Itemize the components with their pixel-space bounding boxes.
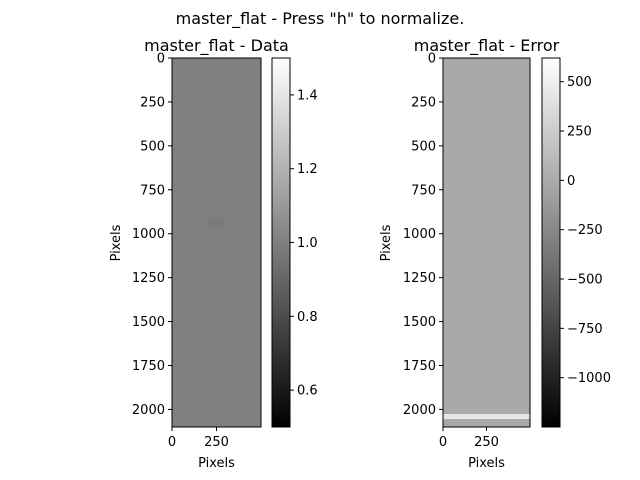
panel-data-title: master_flat - Data [144, 36, 289, 56]
data-ytick-label: 1000 [132, 227, 165, 242]
error-cbar-tick-label: 250 [567, 125, 592, 140]
data-xtick-label: 0 [168, 435, 176, 450]
figure-suptitle: master_flat - Press "h" to normalize. [176, 9, 465, 29]
error-cbar-tick-label: −500 [567, 273, 603, 288]
data-cbar-tick-label: 0.6 [297, 384, 318, 399]
data-ytick-label: 1750 [132, 359, 165, 374]
panel-data: master_flat - Data 0 250 500 750 1000 1250 150… [109, 36, 318, 471]
data-ytick-label: 1250 [132, 271, 165, 286]
data-image-streaks [172, 58, 261, 427]
error-ytick-label: 500 [411, 139, 436, 154]
data-image-spot [208, 217, 224, 227]
panel-data-ylabel: Pixels [109, 224, 124, 261]
panel-error-ylabel: Pixels [379, 224, 394, 261]
error-cbar-tick-label: −750 [567, 322, 603, 337]
data-cbar-tick-label: 0.8 [297, 310, 318, 325]
error-cbar-tick-label: 0 [567, 174, 575, 189]
data-cbar-tick-label: 1.0 [297, 236, 318, 251]
panel-data-xlabel: Pixels [198, 456, 235, 471]
error-cbar-tick-label: −1000 [567, 371, 611, 386]
error-colorbar [541, 57, 561, 428]
error-ytick-label: 250 [411, 95, 436, 110]
data-ytick-label: 250 [140, 95, 165, 110]
data-ytick-label: 2000 [132, 403, 165, 418]
data-colorbar [271, 57, 291, 428]
data-ytick-label: 1500 [132, 315, 165, 330]
panel-error-xlabel: Pixels [468, 456, 505, 471]
error-bright-band [443, 414, 530, 419]
data-colorbar-ticks: 0.6 0.8 1.0 1.2 1.4 [290, 88, 318, 399]
data-cbar-tick-label: 1.4 [297, 88, 318, 103]
data-ytick-label: 750 [140, 183, 165, 198]
data-ytick-label: 500 [140, 139, 165, 154]
panel-error: master_flat - Error 0 250 500 750 1000 1250 15… [379, 36, 611, 471]
error-ytick-label: 1250 [403, 271, 436, 286]
error-y-axis: 0 250 500 750 1000 1250 1500 1750 2000 [403, 52, 443, 418]
error-xtick-label: 0 [439, 435, 447, 450]
data-y-axis: 0 250 500 750 1000 1250 1500 1750 2000 [132, 52, 172, 418]
error-cbar-tick-label: −250 [567, 223, 603, 238]
error-image [443, 58, 530, 427]
data-cbar-tick-label: 1.2 [297, 162, 318, 177]
error-ytick-label: 2000 [403, 403, 436, 418]
data-x-axis: 0 250 [168, 427, 229, 450]
error-ytick-label: 1750 [403, 359, 436, 374]
data-ytick-label: 0 [157, 52, 165, 67]
error-ytick-label: 750 [411, 183, 436, 198]
error-ytick-label: 0 [428, 52, 436, 67]
error-ytick-label: 1000 [403, 227, 436, 242]
error-colorbar-ticks: 500 250 0 −250 −500 −750 −1000 [560, 75, 611, 386]
data-xtick-label: 250 [204, 435, 229, 450]
panel-error-title: master_flat - Error [414, 36, 560, 56]
error-cbar-tick-label: 500 [567, 75, 592, 90]
error-ytick-label: 1500 [403, 315, 436, 330]
error-x-axis: 0 250 [439, 427, 499, 450]
error-xtick-label: 250 [474, 435, 499, 450]
